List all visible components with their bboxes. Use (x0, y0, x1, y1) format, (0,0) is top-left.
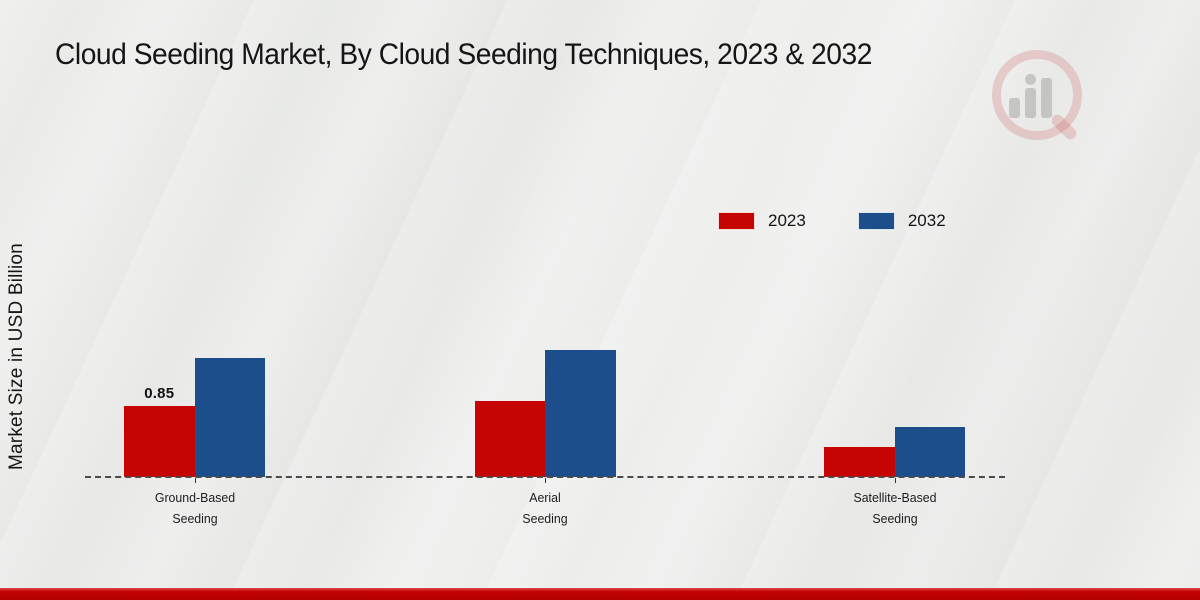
chart-title: Cloud Seeding Market, By Cloud Seeding T… (55, 38, 872, 71)
x-axis-tick (545, 478, 546, 483)
x-axis-category-label: Satellite-Based Seeding (852, 490, 937, 527)
x-axis-category-label: Ground-Based Seeding (154, 490, 235, 527)
magnifier-ring-icon (992, 50, 1082, 140)
legend-item-2023: 2023 (718, 211, 806, 231)
legend-item-2032: 2032 (857, 211, 946, 231)
bar-2023-ground-based-seeding (124, 406, 195, 477)
x-axis-category-label: Aerial Seeding (522, 490, 568, 527)
bar-2023-satellite-based-seeding (824, 447, 895, 477)
bar-2032-ground-based-seeding (194, 358, 265, 477)
logo-bar-icon (1041, 78, 1052, 118)
bar-2032-aerial-seeding (545, 350, 616, 477)
bar-2023-aerial-seeding (474, 401, 545, 477)
x-axis-tick (894, 478, 896, 483)
bar-value-label: 0.85 (144, 385, 175, 402)
y-axis-label: Market Size in USD Billion (6, 243, 27, 470)
logo-bar-icon (1009, 98, 1020, 118)
x-axis-tick (194, 478, 196, 483)
watermark-logo (992, 50, 1102, 150)
footer-accent-bar (0, 588, 1200, 600)
legend-swatch-2032 (857, 212, 895, 230)
logo-bar-icon (1025, 88, 1036, 118)
bar-2032-satellite-based-seeding (894, 427, 965, 477)
legend-swatch-2023 (718, 212, 755, 230)
x-axis-baseline (85, 476, 1005, 478)
legend: 2023 2032 (718, 211, 946, 231)
logo-dot-icon (1025, 74, 1036, 85)
legend-label-2032: 2032 (907, 211, 946, 230)
legend-label-2023: 2023 (768, 211, 806, 230)
